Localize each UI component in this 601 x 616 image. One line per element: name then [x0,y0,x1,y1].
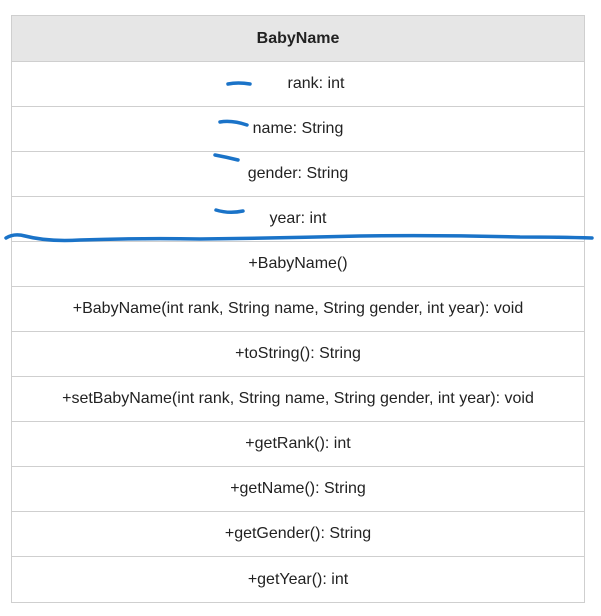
method-setbabyname: +setBabyName(int rank, String name, Stri… [62,390,534,407]
method-row-getyear: +getYear(): int [12,557,584,602]
method-row-constructor: +BabyName() [12,242,584,287]
method-row-tostring: +toString(): String [12,332,584,377]
attribute-row-gender: gender: String [12,152,584,197]
method-row-constructor-params: +BabyName(int rank, String name, String … [12,287,584,332]
method-getrank: +getRank(): int [245,435,351,452]
method-row-getgender: +getGender(): String [12,512,584,557]
class-name-row: BabyName [12,16,584,62]
class-name: BabyName [256,29,340,47]
attribute-row-year: year: int [12,197,584,242]
method-getgender: +getGender(): String [224,525,372,542]
attribute-row-rank: rank: int [12,62,584,107]
method-row-getrank: +getRank(): int [12,422,584,467]
method-row-getname: +getName(): String [12,467,584,512]
method-row-setbabyname: +setBabyName(int rank, String name, Stri… [12,377,584,422]
method-getyear: +getYear(): int [247,570,349,588]
method-getname: +getName(): String [230,480,366,497]
attribute-year: year: int [269,210,327,227]
method-constructor-params: +BabyName(int rank, String name, String … [72,300,524,317]
uml-class-box: BabyName rank: int name: String gender: … [11,15,585,603]
attribute-rank: rank: int [287,75,345,92]
attribute-name: name: String [252,120,344,137]
attribute-row-name: name: String [12,107,584,152]
method-constructor-default: +BabyName() [248,255,348,272]
method-tostring: +toString(): String [235,345,361,362]
attribute-gender: gender: String [247,165,349,182]
